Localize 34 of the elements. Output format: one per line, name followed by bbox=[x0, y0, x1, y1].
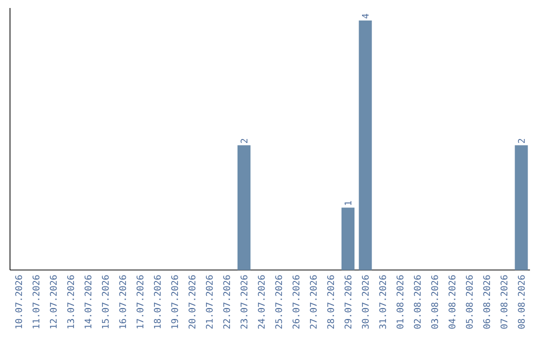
x-tick-label: 17.07.2026 bbox=[136, 275, 144, 328]
x-tick-label: 18.07.2026 bbox=[154, 275, 161, 328]
x-tick-label: 31.07.2026 bbox=[379, 275, 386, 329]
x-tick-label: 24.07.2026 bbox=[258, 275, 265, 329]
x-tick-label: 26.07.2026 bbox=[292, 275, 300, 329]
x-tick-label: 10.07.2026 bbox=[15, 275, 22, 328]
x-tick-label: 06.08.2026 bbox=[483, 275, 490, 329]
x-tick-label: 12.07.2026 bbox=[50, 275, 57, 328]
x-tick-label: 07.08.2026 bbox=[500, 275, 508, 329]
x-tick-label: 16.07.2026 bbox=[119, 275, 126, 328]
x-tick-label: 04.08.2026 bbox=[448, 275, 456, 329]
data-label: 2 bbox=[518, 138, 525, 143]
x-tick-label: 13.07.2026 bbox=[67, 275, 74, 328]
x-tick-label: 20.07.2026 bbox=[188, 275, 196, 329]
x-tick-label: 19.07.2026 bbox=[171, 275, 178, 328]
x-tick-label: 02.08.2026 bbox=[414, 275, 421, 329]
x-tick-label: 11.07.2026 bbox=[32, 275, 40, 328]
x-tick-label: 05.08.2026 bbox=[466, 275, 473, 329]
x-tick-label: 23.07.2026 bbox=[240, 275, 248, 329]
x-tick-label: 03.08.2026 bbox=[431, 275, 438, 329]
x-tick-label: 14.07.2026 bbox=[84, 275, 92, 328]
x-tick-label: 22.07.2026 bbox=[223, 275, 230, 329]
x-tick-label: 29.07.2026 bbox=[344, 275, 352, 329]
data-label: 4 bbox=[362, 14, 369, 18]
x-tick-label: 08.08.2026 bbox=[518, 275, 525, 329]
data-label: 1 bbox=[344, 201, 352, 205]
x-tick-label: 21.07.2026 bbox=[206, 275, 213, 329]
x-tick-label: 25.07.2026 bbox=[275, 275, 282, 329]
x-tick-label: 28.07.2026 bbox=[327, 275, 334, 329]
x-tick-label: 15.07.2026 bbox=[102, 275, 109, 328]
data-label: 2 bbox=[240, 138, 248, 143]
x-tick-label: 01.08.2026 bbox=[396, 275, 404, 329]
x-tick-label: 27.07.2026 bbox=[310, 275, 317, 329]
x-tick-label: 30.07.2026 bbox=[362, 275, 369, 329]
